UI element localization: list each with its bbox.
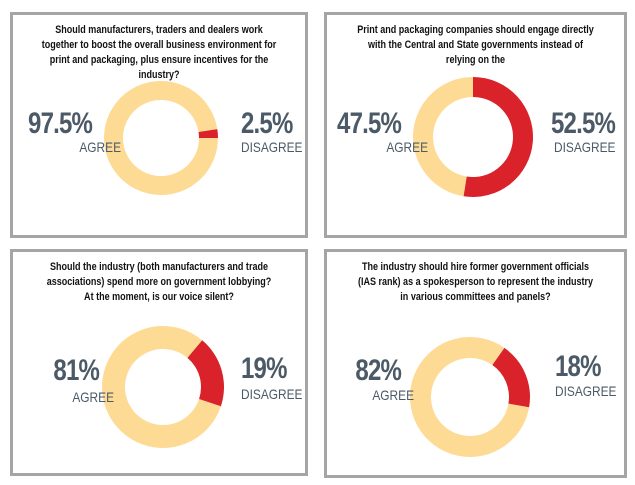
- agree-label: AGREE: [372, 387, 414, 403]
- survey-panel: Should manufacturers, traders and dealer…: [10, 12, 308, 238]
- survey-panel: Print and packaging companies should eng…: [324, 12, 627, 238]
- agree-percent: 81%: [53, 354, 99, 387]
- disagree-slice: [198, 129, 218, 138]
- disagree-slice: [492, 347, 530, 408]
- donut-chart: [103, 81, 218, 196]
- disagree-label: DISAGREE: [555, 383, 617, 399]
- disagree-label: DISAGREE: [241, 386, 303, 402]
- agree-label: AGREE: [79, 139, 121, 155]
- question-title: Should the industry (both manufacturers …: [46, 261, 272, 303]
- agree-slice: [103, 81, 218, 196]
- agree-slice: [101, 326, 221, 448]
- agree-slice: [412, 77, 473, 197]
- question-title: Print and packaging companies should eng…: [357, 24, 594, 66]
- donut-chart: [101, 326, 224, 448]
- agree-label: AGREE: [386, 139, 428, 155]
- donut-chart: [412, 77, 533, 197]
- disagree-label: DISAGREE: [241, 139, 303, 155]
- disagree-percent: 18%: [555, 350, 601, 383]
- disagree-slice: [463, 77, 533, 197]
- disagree-percent: 2.5%: [241, 107, 293, 140]
- agree-percent: 97.5%: [27, 107, 93, 140]
- donut-chart: [410, 337, 530, 457]
- question-title: Should manufacturers, traders and dealer…: [41, 24, 277, 81]
- question-title: The industry should hire former governme…: [357, 261, 594, 303]
- disagree-label: DISAGREE: [554, 139, 616, 155]
- survey-panel: Should the industry (both manufacturers …: [10, 249, 308, 476]
- agree-percent: 82%: [355, 354, 401, 387]
- disagree-slice: [187, 340, 224, 407]
- survey-panel: The industry should hire former governme…: [324, 249, 627, 478]
- agree-percent: 47.5%: [336, 107, 402, 140]
- agree-slice: [410, 337, 530, 457]
- disagree-percent: 52.5%: [551, 107, 616, 140]
- disagree-percent: 19%: [241, 352, 287, 385]
- agree-label: AGREE: [72, 389, 114, 405]
